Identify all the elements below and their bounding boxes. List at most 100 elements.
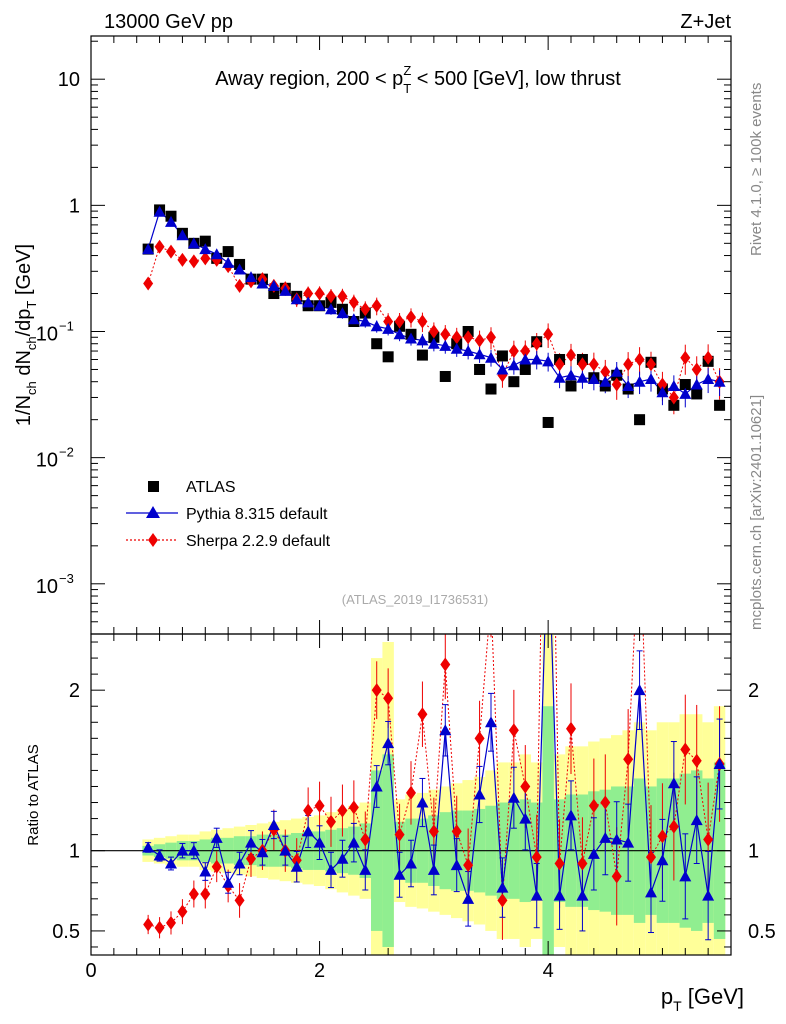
sherpa-point — [188, 254, 199, 269]
ratio-sherpa-point — [566, 721, 576, 736]
ratio-sherpa-point — [635, 523, 645, 537]
pythia-point — [256, 277, 269, 289]
ratio-pythia-point — [370, 780, 383, 792]
atlas-point — [474, 363, 486, 375]
header-left: 13000 GeV pp — [104, 11, 233, 33]
sherpa-point — [406, 310, 416, 325]
ratio-pythia-point — [667, 777, 680, 789]
ratio-pythia-point — [542, 516, 554, 527]
pythia-point — [187, 237, 200, 249]
atlas-point — [199, 235, 211, 247]
sherpa-point — [440, 327, 451, 342]
sherpa-point — [668, 390, 679, 405]
ratio-pythia-point — [290, 860, 303, 872]
ratio-pythia-point — [599, 831, 612, 843]
sherpa-point — [531, 336, 542, 351]
ratio-sherpa-point — [440, 657, 451, 672]
sherpa-point — [143, 276, 154, 291]
ratio-pythia-point — [473, 788, 486, 800]
ratio-sherpa-point — [623, 752, 634, 767]
ratio-sherpa-point — [246, 851, 256, 866]
ratio-sherpa-point — [554, 856, 565, 871]
pythia-point — [507, 359, 520, 371]
atlas-point — [439, 370, 451, 382]
atlas-point — [268, 288, 280, 300]
sherpa-point — [577, 357, 588, 372]
ratio-pythia-point — [507, 791, 520, 803]
pythia-point — [439, 339, 452, 351]
pythia-point — [656, 386, 669, 398]
pythia-point — [359, 315, 372, 327]
ratio-pythia-point — [153, 849, 166, 861]
pythia-point — [542, 355, 555, 367]
sherpa-point — [646, 357, 656, 372]
ratio-pythia-point — [462, 892, 475, 904]
x-tick-label: 4 — [543, 960, 554, 982]
pythia-point — [576, 371, 589, 383]
ratio-pythia-point — [382, 737, 395, 749]
sherpa-point — [657, 377, 668, 392]
sherpa-point — [554, 357, 565, 372]
legend-sherpa-marker — [148, 533, 158, 547]
main-y-tick-label: 10 — [58, 69, 80, 91]
ratio-sherpa-point — [154, 920, 165, 935]
pythia-point — [336, 307, 349, 319]
sherpa-point — [703, 350, 714, 365]
ratio-sherpa-point — [474, 731, 485, 746]
ratio-sherpa-point — [383, 691, 394, 706]
legend-pythia-marker — [146, 506, 160, 518]
sherpa-point — [600, 364, 611, 379]
ratio-pythia-point — [347, 836, 360, 848]
ratio-pythia-point — [530, 889, 543, 901]
sherpa-point — [486, 330, 496, 345]
sherpa-point — [543, 327, 554, 342]
sherpa-point — [166, 244, 176, 259]
ratio-pythia-point — [702, 889, 715, 901]
ratio-pythia-point — [267, 818, 280, 830]
ratio-sherpa-point — [337, 803, 348, 818]
ratio-pythia-point — [679, 870, 692, 882]
ratio-pythia-point — [485, 716, 497, 728]
pythia-point — [599, 375, 612, 387]
legend-atlas-label: ATLAS — [186, 479, 236, 496]
ratio-pythia-point — [622, 836, 635, 848]
sherpa-point — [451, 330, 462, 345]
pythia-point — [279, 284, 292, 296]
sherpa-point — [566, 348, 576, 363]
y-axis-label: 1/Nch dNch/dpT [GeV] — [13, 244, 39, 426]
ratio-pythia-point — [302, 825, 315, 837]
sherpa-point — [611, 377, 622, 392]
main-y-tick-exponent: −1 — [59, 318, 74, 333]
ratio-sherpa-point — [348, 800, 359, 815]
ratio-panel: 0.5 0.5 1 1 2 2 0 2 4 Ratio to ATLAS pT [GeV] — [25, 516, 776, 1014]
pythia-point — [405, 332, 417, 344]
pythia-point — [553, 371, 566, 383]
pythia-point — [222, 256, 235, 268]
pythia-point — [210, 248, 223, 260]
ratio-sherpa-point — [691, 753, 702, 768]
ratio-sherpa-point — [177, 904, 188, 919]
pythia-point — [245, 271, 257, 283]
atlas-point — [668, 399, 680, 411]
ratio-sherpa-point — [166, 915, 176, 930]
pythia-point — [473, 348, 486, 360]
ratio-pythia-point — [427, 863, 440, 875]
sherpa-point — [177, 252, 188, 267]
ratio-sherpa-point — [508, 723, 519, 738]
ratio-pythia-point — [313, 836, 326, 848]
ratio-pythia-point — [519, 812, 532, 824]
ratio-ticks — [90, 634, 732, 955]
sherpa-point — [360, 302, 371, 317]
pythia-point — [713, 375, 726, 387]
pythia-point — [667, 379, 680, 391]
pythia-point — [142, 243, 155, 255]
ratio-sherpa-point — [291, 853, 302, 868]
ratio-y-tick-label-left: 0.5 — [52, 921, 80, 943]
ratio-sherpa-point — [657, 829, 668, 844]
ratio-sherpa-point — [497, 893, 508, 908]
ratio-sherpa-point — [520, 779, 531, 794]
main-y-tick-exponent: −3 — [59, 571, 74, 586]
sherpa-point — [371, 298, 382, 313]
ratio-pythia-point — [245, 836, 257, 848]
ratio-pythia-point — [325, 863, 337, 875]
